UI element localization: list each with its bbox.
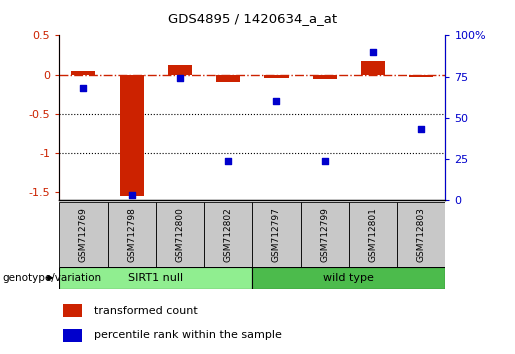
Point bbox=[369, 49, 377, 55]
Bar bbox=[63, 329, 82, 342]
FancyBboxPatch shape bbox=[252, 267, 445, 289]
Bar bbox=[264, 75, 288, 78]
Point bbox=[79, 85, 88, 91]
Text: GSM712802: GSM712802 bbox=[224, 207, 233, 262]
Text: SIRT1 null: SIRT1 null bbox=[128, 273, 183, 283]
FancyBboxPatch shape bbox=[156, 202, 204, 267]
Bar bbox=[119, 75, 144, 196]
Bar bbox=[313, 75, 337, 79]
Text: GSM712798: GSM712798 bbox=[127, 207, 136, 262]
Text: GSM712799: GSM712799 bbox=[320, 207, 329, 262]
Point bbox=[417, 126, 425, 132]
Bar bbox=[63, 304, 82, 317]
Text: GDS4895 / 1420634_a_at: GDS4895 / 1420634_a_at bbox=[168, 12, 337, 25]
Text: wild type: wild type bbox=[323, 273, 374, 283]
FancyBboxPatch shape bbox=[108, 202, 156, 267]
Text: GSM712769: GSM712769 bbox=[79, 207, 88, 262]
FancyBboxPatch shape bbox=[59, 267, 252, 289]
Point bbox=[224, 158, 232, 163]
FancyBboxPatch shape bbox=[301, 202, 349, 267]
Bar bbox=[71, 72, 95, 75]
FancyBboxPatch shape bbox=[349, 202, 397, 267]
Point bbox=[321, 158, 329, 163]
Point bbox=[128, 192, 136, 198]
Text: transformed count: transformed count bbox=[94, 306, 198, 316]
Text: GSM712801: GSM712801 bbox=[369, 207, 377, 262]
Bar bbox=[409, 75, 434, 77]
Text: GSM712797: GSM712797 bbox=[272, 207, 281, 262]
FancyBboxPatch shape bbox=[252, 202, 301, 267]
FancyBboxPatch shape bbox=[204, 202, 252, 267]
Bar bbox=[216, 75, 241, 82]
Bar bbox=[168, 65, 192, 75]
Point bbox=[176, 75, 184, 81]
Text: genotype/variation: genotype/variation bbox=[3, 273, 101, 283]
Text: GSM712800: GSM712800 bbox=[176, 207, 184, 262]
Text: percentile rank within the sample: percentile rank within the sample bbox=[94, 330, 282, 341]
Text: GSM712803: GSM712803 bbox=[417, 207, 426, 262]
Bar bbox=[361, 61, 385, 75]
FancyBboxPatch shape bbox=[59, 202, 108, 267]
Point bbox=[272, 98, 281, 104]
FancyBboxPatch shape bbox=[397, 202, 445, 267]
